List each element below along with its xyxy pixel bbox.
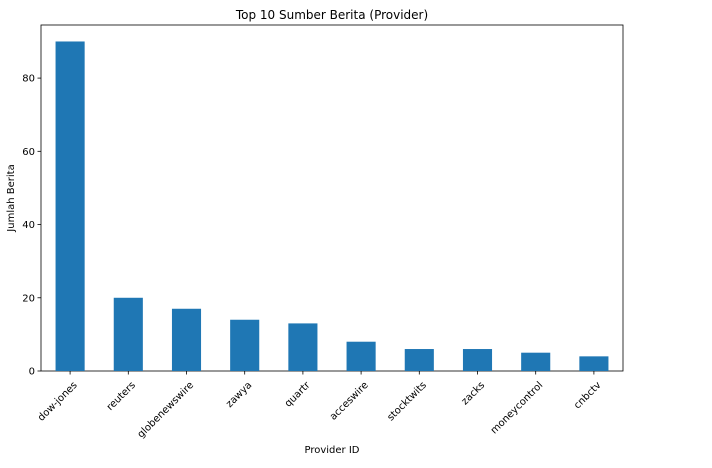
bar-quartr xyxy=(288,323,318,371)
bar-acceswire xyxy=(346,341,376,371)
x-tick-label: cnbctv xyxy=(572,380,604,412)
chart-title: Top 10 Sumber Berita (Provider) xyxy=(235,8,428,22)
plot-area xyxy=(40,24,624,372)
bar-reuters xyxy=(113,297,143,371)
x-tick-label: globenewswire xyxy=(136,380,197,441)
y-tick-label: 20 xyxy=(22,293,35,304)
bar-zawya xyxy=(230,319,260,371)
y-tick-label: 80 xyxy=(22,74,35,85)
bar-dow-jones xyxy=(55,41,85,371)
x-tick-label: zawya xyxy=(224,380,254,410)
x-tick-label: zacks xyxy=(460,380,487,407)
bar-moneycontrol xyxy=(521,352,551,371)
bar-stocktwits xyxy=(404,349,434,371)
x-tick-label: quartr xyxy=(283,379,313,409)
bar-globenewswire xyxy=(171,308,202,371)
y-tick-label: 40 xyxy=(22,220,35,231)
y-axis: 0 20 40 60 80 xyxy=(22,74,41,378)
bar-cnbctv xyxy=(579,356,609,371)
y-axis-label: Jumlah Berita xyxy=(6,164,17,232)
x-tick-label: acceswire xyxy=(328,380,371,423)
x-tick-label: reuters xyxy=(105,380,138,413)
x-tick-label: moneycontrol xyxy=(489,380,546,437)
x-tick-label: stocktwits xyxy=(385,380,429,424)
x-axis-label: Provider ID xyxy=(305,445,360,456)
y-tick-label: 0 xyxy=(29,367,35,378)
bars-group xyxy=(55,41,609,371)
y-tick-label: 60 xyxy=(22,147,35,158)
x-tick-label: dow-jones xyxy=(36,380,80,424)
bar-zacks xyxy=(462,349,493,371)
